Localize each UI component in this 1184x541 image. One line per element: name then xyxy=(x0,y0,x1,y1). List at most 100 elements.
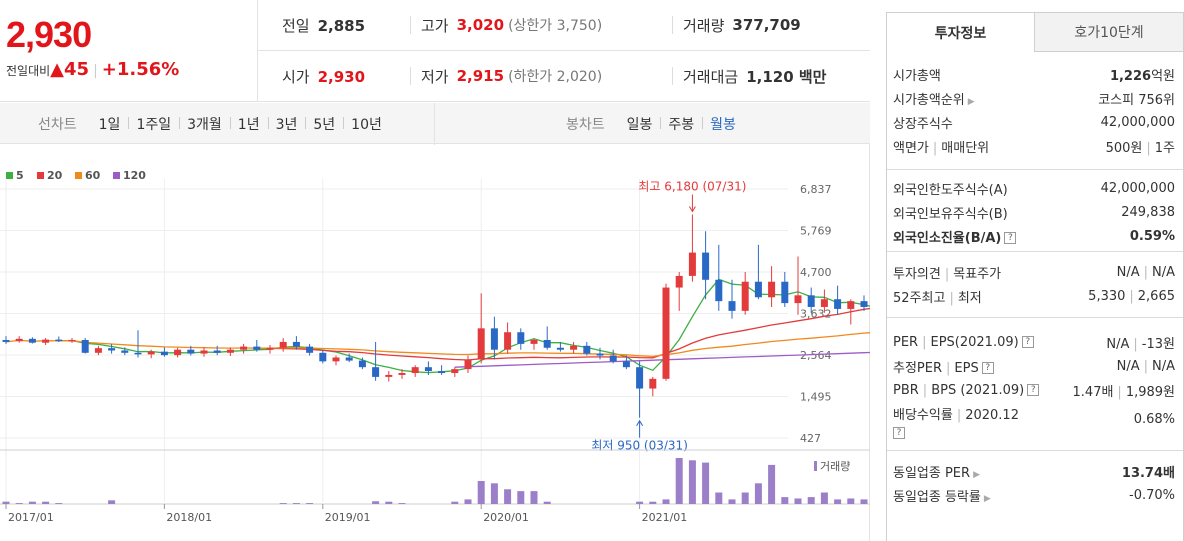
candle-body xyxy=(266,347,274,350)
volume-bar xyxy=(649,501,657,504)
candle-body xyxy=(622,361,630,368)
candle-body xyxy=(372,367,380,377)
volume-bar xyxy=(279,503,287,504)
candle-weekly[interactable]: 주봉 xyxy=(660,114,702,134)
row-sector-change[interactable]: 동일업종 등락률 ▶ -0.70% xyxy=(893,487,1175,505)
candle-body xyxy=(490,328,498,350)
period-1w[interactable]: 1주일 xyxy=(128,114,179,134)
candle-monthly[interactable]: 월봉 xyxy=(702,114,744,134)
help-icon[interactable]: ? xyxy=(893,427,905,439)
row-pbr: PBR | BPS (2021.09)? 1.47배 | 1,989원 xyxy=(893,382,1175,400)
candle-body xyxy=(42,339,50,343)
separator: | xyxy=(93,63,98,79)
section-sector: 동일업종 PER ▶ 13.74배 동일업종 등락률 ▶ -0.70% xyxy=(887,451,1183,511)
candle-body xyxy=(583,345,591,354)
candle-body xyxy=(860,301,868,307)
help-icon[interactable]: ? xyxy=(1027,384,1040,396)
stock-chart: 6,837 5,769 4,700 3,632 2,564 1,495 427 5 20 60 12… xyxy=(0,144,870,541)
candle-body xyxy=(794,295,802,304)
y-tick-label: 5,769 xyxy=(800,225,832,238)
candle-body xyxy=(636,367,644,389)
row-foreign-hold: 외국인보유주식수(B) 249,838 xyxy=(893,204,1175,222)
high-marker-arrowhead xyxy=(688,206,696,213)
stats-row-2: 시가 2,930 저가 2,915 (하한가 2,020) 거래대금 1,120… xyxy=(258,51,870,102)
candle-body xyxy=(319,352,327,362)
candle-body xyxy=(174,349,182,356)
period-1y[interactable]: 1년 xyxy=(229,114,268,134)
ma-line-20 xyxy=(256,307,870,361)
volume-bar xyxy=(820,492,828,504)
candle-body xyxy=(332,357,340,362)
candle-body xyxy=(94,348,102,353)
period-3m[interactable]: 3개월 xyxy=(179,114,230,134)
candle-body xyxy=(187,349,195,354)
y-tick-label: 427 xyxy=(800,432,821,445)
period-3y[interactable]: 3년 xyxy=(267,114,306,134)
volume-bar xyxy=(847,498,855,504)
y-tick-label: 3,632 xyxy=(800,308,832,321)
volume-bar xyxy=(451,501,459,504)
candle-body xyxy=(240,346,248,350)
period-5y[interactable]: 5년 xyxy=(305,114,343,134)
ma-legend-label: 20 xyxy=(47,169,63,182)
current-price: 2,930 xyxy=(6,14,92,55)
volume-bar xyxy=(306,503,314,504)
ma-legend-label: 5 xyxy=(16,169,24,182)
volume-bar xyxy=(108,500,116,504)
triangle-right-icon: ▶ xyxy=(973,469,980,480)
tab-order-book[interactable]: 호가10단계 xyxy=(1035,12,1184,52)
current-price-box: 2,930 전일대비▲45 | +1.56% xyxy=(0,0,258,102)
volume-bar xyxy=(688,460,696,504)
candle-body xyxy=(820,299,828,307)
help-icon[interactable]: ? xyxy=(1004,232,1017,244)
candle-body xyxy=(424,367,432,372)
candle-body xyxy=(28,338,36,343)
tab-investment-info[interactable]: 투자정보 xyxy=(886,12,1035,52)
row-par-value: 액면가 | 매매단위 500원 | 1주 xyxy=(893,140,1175,156)
candle-body xyxy=(754,281,762,298)
volume-bar xyxy=(741,492,749,504)
x-tick-label: 2018/01 xyxy=(166,511,212,524)
stats-grid: 전일 2,885 고가 3,020 (상한가 3,750) 거래량 377,70… xyxy=(258,0,870,102)
candle-body xyxy=(345,357,353,361)
candle-body xyxy=(81,339,89,353)
row-per: PER | EPS(2021.09)? N/A | -13원 xyxy=(893,334,1175,352)
help-icon[interactable]: ? xyxy=(1021,336,1034,348)
candle-body xyxy=(728,301,736,311)
ma-legend-swatch xyxy=(75,172,82,179)
candle-body xyxy=(2,339,10,342)
row-market-cap-rank[interactable]: 시가총액순위 ▶ 코스피 756위 xyxy=(893,92,1175,108)
volume-bar xyxy=(55,503,63,504)
x-tick-label: 2019/01 xyxy=(325,511,371,524)
ma-legend-label: 120 xyxy=(123,169,146,182)
candle-daily[interactable]: 일봉 xyxy=(626,117,653,133)
period-1d[interactable]: 1일 xyxy=(98,117,121,133)
row-sector-per[interactable]: 동일업종 PER ▶ 13.74배 xyxy=(893,465,1175,481)
candle-body xyxy=(741,281,749,311)
volume-bar xyxy=(372,501,380,504)
ma-legend-label: 60 xyxy=(85,169,101,182)
candle-body xyxy=(200,350,208,354)
volume-bar xyxy=(807,497,815,504)
period-10y[interactable]: 10년 xyxy=(343,114,390,134)
help-icon[interactable]: ? xyxy=(981,362,994,374)
candle-body xyxy=(781,281,789,304)
candle-body xyxy=(649,378,657,389)
candle-body xyxy=(451,369,459,374)
high-price: 고가 3,020 (상한가 3,750) xyxy=(410,16,602,35)
candle-body xyxy=(807,295,815,307)
volume-bar xyxy=(834,499,842,504)
volume-legend-label: 거래량 xyxy=(820,460,850,473)
ma-legend-swatch xyxy=(37,172,44,179)
candle-body xyxy=(411,367,419,374)
x-tick-label: 2021/01 xyxy=(642,511,688,524)
row-dividend: 배당수익률 | 2020.12 0.68% xyxy=(893,407,1175,428)
candle-body xyxy=(662,287,670,379)
candle-body xyxy=(609,355,617,362)
candle-body xyxy=(213,350,221,353)
candle-body xyxy=(715,279,723,302)
volume-bar xyxy=(398,503,406,504)
row-dividend-help: ? xyxy=(887,424,1183,442)
candle-body xyxy=(398,373,406,375)
